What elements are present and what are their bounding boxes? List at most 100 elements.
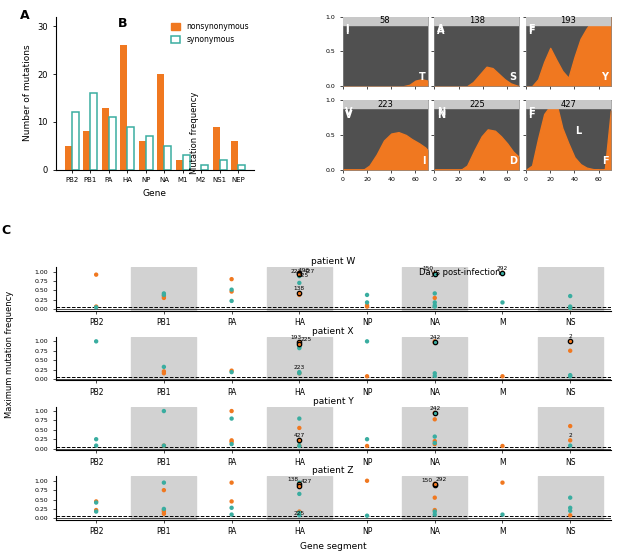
- Point: [565, 372, 575, 380]
- Point: [565, 304, 575, 312]
- Point: [430, 372, 440, 380]
- Bar: [526, 17, 611, 25]
- Point: [497, 441, 507, 450]
- Point: [430, 298, 440, 307]
- Point: [159, 369, 169, 378]
- X-axis label: Gene segment: Gene segment: [300, 542, 366, 551]
- Point: [159, 441, 169, 450]
- Point: [430, 481, 440, 490]
- Point: [497, 298, 507, 307]
- Point: [159, 294, 169, 302]
- Bar: [343, 100, 428, 108]
- Text: 225: 225: [297, 273, 308, 278]
- Point: [362, 302, 372, 311]
- Point: [294, 289, 304, 298]
- Text: 2: 2: [568, 334, 572, 339]
- Point: [430, 338, 440, 347]
- Point: [294, 338, 304, 347]
- Text: 138: 138: [294, 286, 305, 291]
- Text: I: I: [345, 24, 349, 34]
- Bar: [537, 406, 603, 450]
- Legend: nonsynonymous, synonymous: nonsynonymous, synonymous: [168, 19, 252, 47]
- Point: [159, 486, 169, 494]
- Title: patient Z: patient Z: [312, 467, 354, 476]
- Point: [430, 479, 440, 488]
- Text: V: V: [345, 107, 353, 117]
- Text: 138: 138: [287, 477, 298, 482]
- Point: [430, 337, 440, 346]
- Text: A: A: [20, 9, 30, 22]
- Point: [430, 507, 440, 516]
- Point: [430, 409, 440, 418]
- Point: [294, 511, 304, 520]
- Text: 427: 427: [304, 269, 315, 274]
- Point: [294, 441, 304, 450]
- Point: [159, 505, 169, 514]
- Point: [294, 369, 304, 378]
- Title: patient X: patient X: [312, 327, 354, 336]
- Point: [294, 437, 304, 446]
- Point: [430, 301, 440, 310]
- Point: [226, 366, 236, 375]
- Point: [91, 435, 101, 444]
- Point: [565, 493, 575, 502]
- Point: [497, 372, 507, 380]
- Point: [565, 507, 575, 515]
- Text: Maximum mutation frequency: Maximum mutation frequency: [5, 290, 14, 418]
- Bar: [526, 100, 611, 108]
- Point: [91, 441, 101, 450]
- Point: [294, 340, 304, 348]
- Point: [430, 369, 440, 378]
- Point: [294, 436, 304, 445]
- Bar: [402, 406, 467, 450]
- Text: Mutation frequency: Mutation frequency: [190, 92, 199, 174]
- X-axis label: Gene: Gene: [143, 189, 167, 198]
- Bar: [102, 107, 109, 170]
- Point: [497, 268, 507, 277]
- Bar: [90, 93, 97, 170]
- Point: [226, 503, 236, 512]
- Point: [430, 289, 440, 298]
- Bar: [146, 136, 152, 170]
- Point: [294, 268, 304, 277]
- Point: [159, 406, 169, 415]
- Point: [294, 508, 304, 517]
- Point: [294, 289, 304, 298]
- Point: [159, 441, 169, 450]
- Text: L: L: [576, 127, 582, 137]
- Point: [565, 291, 575, 300]
- Point: [91, 337, 101, 346]
- Text: 242: 242: [429, 406, 441, 411]
- Point: [294, 478, 304, 487]
- Bar: [537, 476, 603, 520]
- Bar: [402, 337, 467, 380]
- Text: 193: 193: [560, 16, 576, 25]
- Point: [362, 441, 372, 450]
- Bar: [157, 74, 164, 170]
- Point: [430, 505, 440, 514]
- Point: [226, 287, 236, 296]
- Point: [430, 409, 440, 418]
- Bar: [343, 17, 428, 25]
- Point: [294, 368, 304, 377]
- Point: [430, 440, 440, 448]
- Point: [565, 304, 575, 312]
- Point: [294, 489, 304, 498]
- Text: D: D: [509, 155, 517, 165]
- Bar: [402, 267, 467, 311]
- Point: [294, 269, 304, 278]
- Y-axis label: Number of mutations: Number of mutations: [23, 45, 31, 142]
- Point: [91, 498, 101, 507]
- Point: [294, 342, 304, 351]
- Text: I: I: [421, 155, 425, 165]
- Point: [294, 436, 304, 445]
- Point: [226, 478, 236, 487]
- Point: [294, 441, 304, 450]
- Text: 138: 138: [469, 16, 485, 25]
- Text: 225: 225: [469, 100, 485, 109]
- Bar: [212, 127, 220, 170]
- Text: 223: 223: [291, 269, 302, 274]
- Text: 223: 223: [294, 365, 305, 370]
- Point: [226, 437, 236, 446]
- Point: [430, 437, 440, 446]
